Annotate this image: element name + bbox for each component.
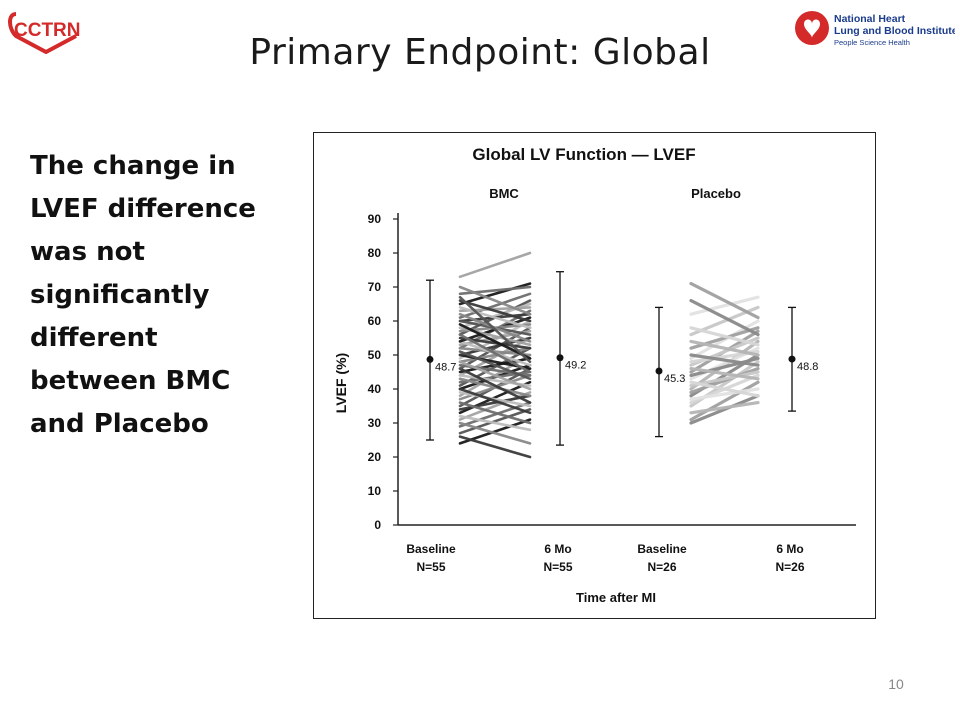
body-line: LVEF difference bbox=[30, 194, 256, 224]
patient-line bbox=[689, 295, 760, 316]
patient-line bbox=[458, 401, 532, 425]
body-line: between BMC bbox=[30, 366, 231, 396]
patient-line bbox=[458, 251, 532, 279]
patient-line bbox=[689, 401, 760, 415]
mean-data-label: 48.7 bbox=[435, 361, 456, 373]
body-line: significantly bbox=[30, 280, 210, 310]
y-tick-label: 70 bbox=[368, 280, 382, 294]
x-tick-n-placebo-baseline: N=26 bbox=[647, 560, 676, 574]
y-axis-label: LVEF (%) bbox=[333, 353, 349, 413]
mean-point bbox=[556, 354, 564, 362]
x-tick-label-placebo-baseline: Baseline bbox=[637, 542, 687, 556]
patient-line bbox=[458, 387, 532, 415]
y-tick-label: 90 bbox=[368, 212, 382, 226]
patient-line bbox=[689, 394, 760, 425]
slide-title: Primary Endpoint: Global bbox=[249, 32, 711, 73]
patient-line bbox=[458, 401, 532, 428]
x-tick-label-bmc-followup: 6 Mo bbox=[544, 542, 571, 556]
patient-line bbox=[689, 282, 760, 320]
logo-line-2: Lung and Blood Institute bbox=[834, 25, 955, 37]
y-tick-label: 80 bbox=[368, 246, 382, 260]
patient-line bbox=[458, 391, 532, 408]
patient-line bbox=[689, 299, 760, 337]
group-label-bmc: BMC bbox=[489, 186, 519, 201]
cctrn-logo: CCTRN bbox=[8, 12, 81, 54]
patient-line bbox=[458, 414, 532, 432]
y-tick-label: 40 bbox=[368, 382, 382, 396]
patient-line bbox=[689, 367, 760, 394]
y-tick-label: 60 bbox=[368, 314, 382, 328]
patient-line bbox=[458, 285, 532, 316]
body-line: The change in bbox=[30, 151, 236, 181]
x-tick-label-placebo-followup: 6 Mo bbox=[776, 542, 803, 556]
patient-line bbox=[458, 306, 532, 330]
mean-point bbox=[426, 355, 434, 363]
heart-outline-icon bbox=[8, 12, 77, 54]
body-line: was not bbox=[30, 237, 145, 267]
body-text: The change in LVEF difference was not si… bbox=[30, 145, 280, 446]
x-tick-label-bmc-baseline: Baseline bbox=[406, 542, 456, 556]
patient-line bbox=[689, 326, 760, 347]
logo-text-left: CCTRN bbox=[14, 20, 81, 41]
patient-line bbox=[458, 367, 532, 404]
patient-line bbox=[689, 339, 760, 357]
patient-line bbox=[458, 350, 532, 381]
y-tick-label: 0 bbox=[374, 518, 381, 532]
patient-line bbox=[458, 360, 532, 391]
page-number: 10 bbox=[888, 676, 904, 692]
patient-line bbox=[458, 333, 532, 374]
mean-data-label: 49.2 bbox=[565, 360, 586, 372]
logo-line-3: People Science Health bbox=[834, 38, 910, 47]
body-line: different bbox=[30, 323, 158, 353]
nhlbi-logo: National Heart Lung and Blood Institute … bbox=[795, 11, 955, 47]
y-tick-label: 10 bbox=[368, 484, 382, 498]
body-line: and Placebo bbox=[30, 409, 209, 439]
patient-line bbox=[458, 421, 532, 445]
mean-data-label: 48.8 bbox=[797, 361, 818, 373]
patient-line bbox=[458, 435, 532, 459]
patient-line bbox=[689, 356, 760, 377]
patient-line bbox=[458, 295, 532, 364]
x-tick-n-placebo-followup: N=26 bbox=[775, 560, 804, 574]
mean-point bbox=[788, 355, 796, 363]
chart-title: Global LV Function — LVEF bbox=[472, 145, 695, 164]
patient-line bbox=[458, 292, 532, 319]
y-tick-label: 20 bbox=[368, 450, 382, 464]
x-tick-n-bmc-followup: N=55 bbox=[543, 560, 572, 574]
mean-point bbox=[655, 367, 663, 375]
mean-data-label: 45.3 bbox=[664, 373, 685, 385]
chart-frame: Global LV Function — LVEF BMC Placebo LV… bbox=[313, 132, 876, 619]
patient-line bbox=[689, 367, 760, 381]
x-tick-n-bmc-baseline: N=55 bbox=[416, 560, 445, 574]
x-axis-label: Time after MI bbox=[576, 590, 656, 605]
patient-line bbox=[458, 299, 532, 323]
group-label-placebo: Placebo bbox=[691, 186, 741, 201]
y-tick-label: 50 bbox=[368, 348, 382, 362]
patient-line bbox=[689, 353, 760, 367]
patient-line bbox=[689, 387, 760, 401]
patient-line bbox=[689, 380, 760, 398]
lvef-chart: Global LV Function — LVEF BMC Placebo LV… bbox=[333, 145, 856, 605]
patient-line bbox=[458, 408, 532, 435]
y-tick-label: 30 bbox=[368, 416, 382, 430]
logo-line-1: National Heart bbox=[834, 13, 906, 25]
patient-line bbox=[689, 380, 760, 422]
patient-line bbox=[458, 377, 532, 398]
